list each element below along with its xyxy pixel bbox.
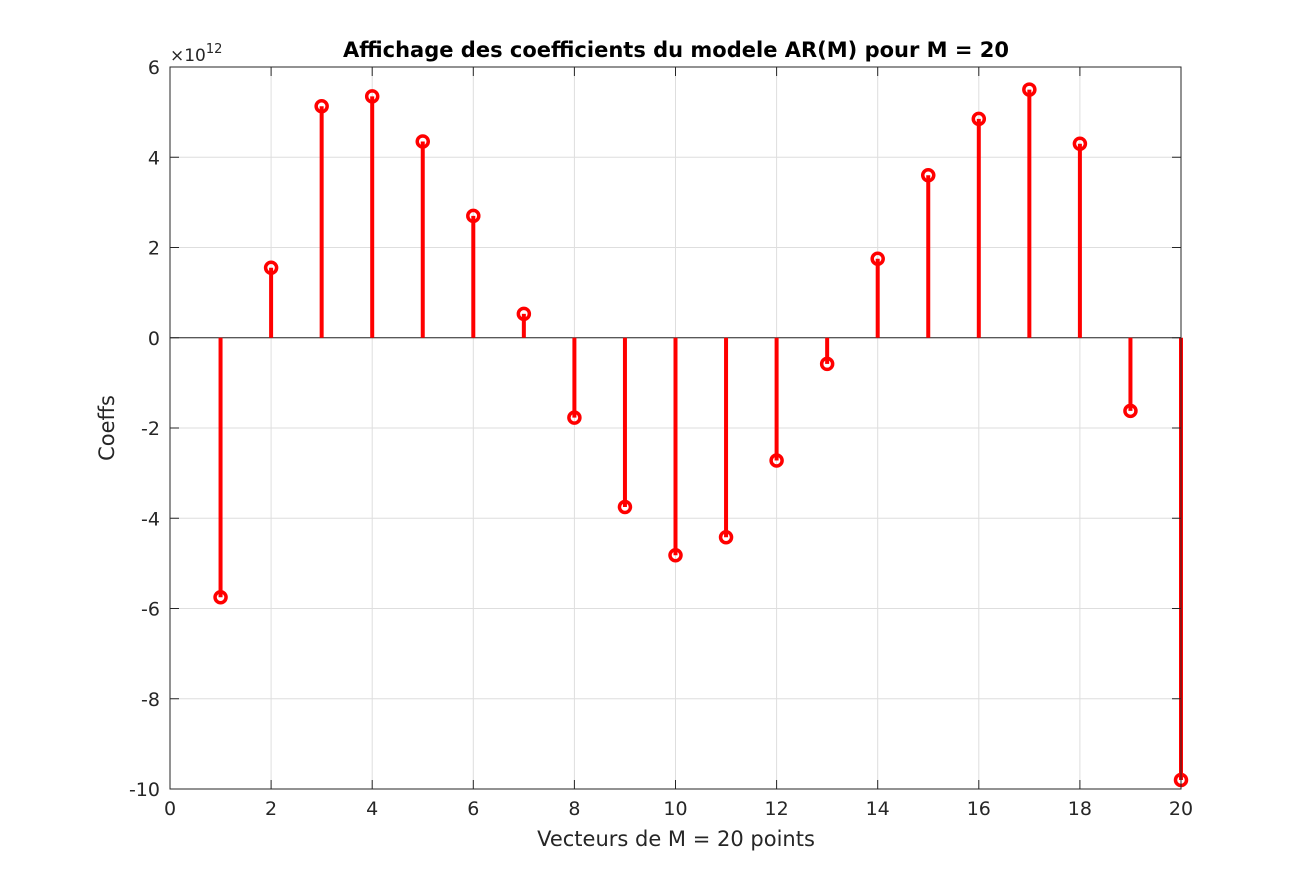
x-tick-labels: 0 2 4 6 8 10 12 14 16 18 20 — [164, 798, 1193, 820]
stem-marker-19 — [1123, 403, 1138, 419]
y-axis-exponent-base: ×10 — [170, 46, 206, 66]
stem-marker-1 — [213, 589, 228, 605]
y-tick-label-0: 6 — [148, 57, 160, 79]
x-tick-label-8: 16 — [967, 798, 991, 820]
y-tick-label-3: 0 — [148, 328, 160, 350]
y-tick-label-5: -4 — [141, 508, 160, 530]
y-tick-label-6: -6 — [141, 599, 160, 621]
stem-marker-13 — [819, 356, 835, 372]
x-tick-label-9: 18 — [1068, 798, 1092, 820]
y-tick-label-4: -2 — [141, 418, 160, 440]
stem-marker-8 — [567, 410, 582, 425]
stem-marker-4 — [364, 89, 380, 104]
stem-marker-16 — [971, 111, 987, 127]
y-axis-exponent-power: 12 — [206, 42, 223, 57]
chart-title: Affichage des coefficients du modele AR(… — [343, 38, 1009, 62]
stem-marker-11 — [718, 529, 734, 545]
stem-marker-17 — [1022, 82, 1037, 97]
x-tick-label-4: 8 — [568, 798, 580, 820]
stem-marker-7 — [516, 306, 532, 322]
axis-ticks — [169, 66, 1182, 790]
y-axis-label: Coeffs — [95, 395, 119, 461]
y-tick-label-2: 2 — [148, 238, 160, 260]
stem-marker-10 — [668, 548, 683, 563]
x-axis-label: Vecteurs de M = 20 points — [537, 827, 815, 851]
x-tick-label-7: 14 — [866, 798, 890, 820]
y-tick-label-8: -10 — [129, 779, 160, 801]
stem-marker-18 — [1072, 136, 1088, 151]
x-tick-label-1: 2 — [265, 798, 277, 820]
y-tick-label-7: -8 — [141, 689, 160, 711]
x-tick-label-5: 10 — [663, 798, 687, 820]
stem-marker-9 — [617, 499, 633, 515]
x-tick-label-10: 20 — [1169, 798, 1193, 820]
stem-marker-6 — [466, 208, 481, 224]
x-tick-label-0: 0 — [164, 798, 176, 820]
stem-marker-3 — [314, 99, 329, 114]
stem-marker-14 — [870, 251, 885, 267]
x-tick-label-6: 12 — [765, 798, 789, 820]
stem-marker-2 — [263, 260, 279, 276]
x-tick-label-2: 4 — [366, 798, 378, 820]
y-axis-exponent: ×1012 — [170, 42, 222, 66]
y-tick-label-1: 4 — [148, 147, 160, 169]
stem-marker-5 — [415, 134, 430, 149]
y-tick-labels: 6 4 2 0 -2 -4 -6 -8 -10 — [129, 57, 160, 801]
x-tick-label-3: 6 — [467, 798, 479, 820]
stem-marker-12 — [769, 453, 784, 468]
stem-marker-15 — [921, 168, 936, 183]
